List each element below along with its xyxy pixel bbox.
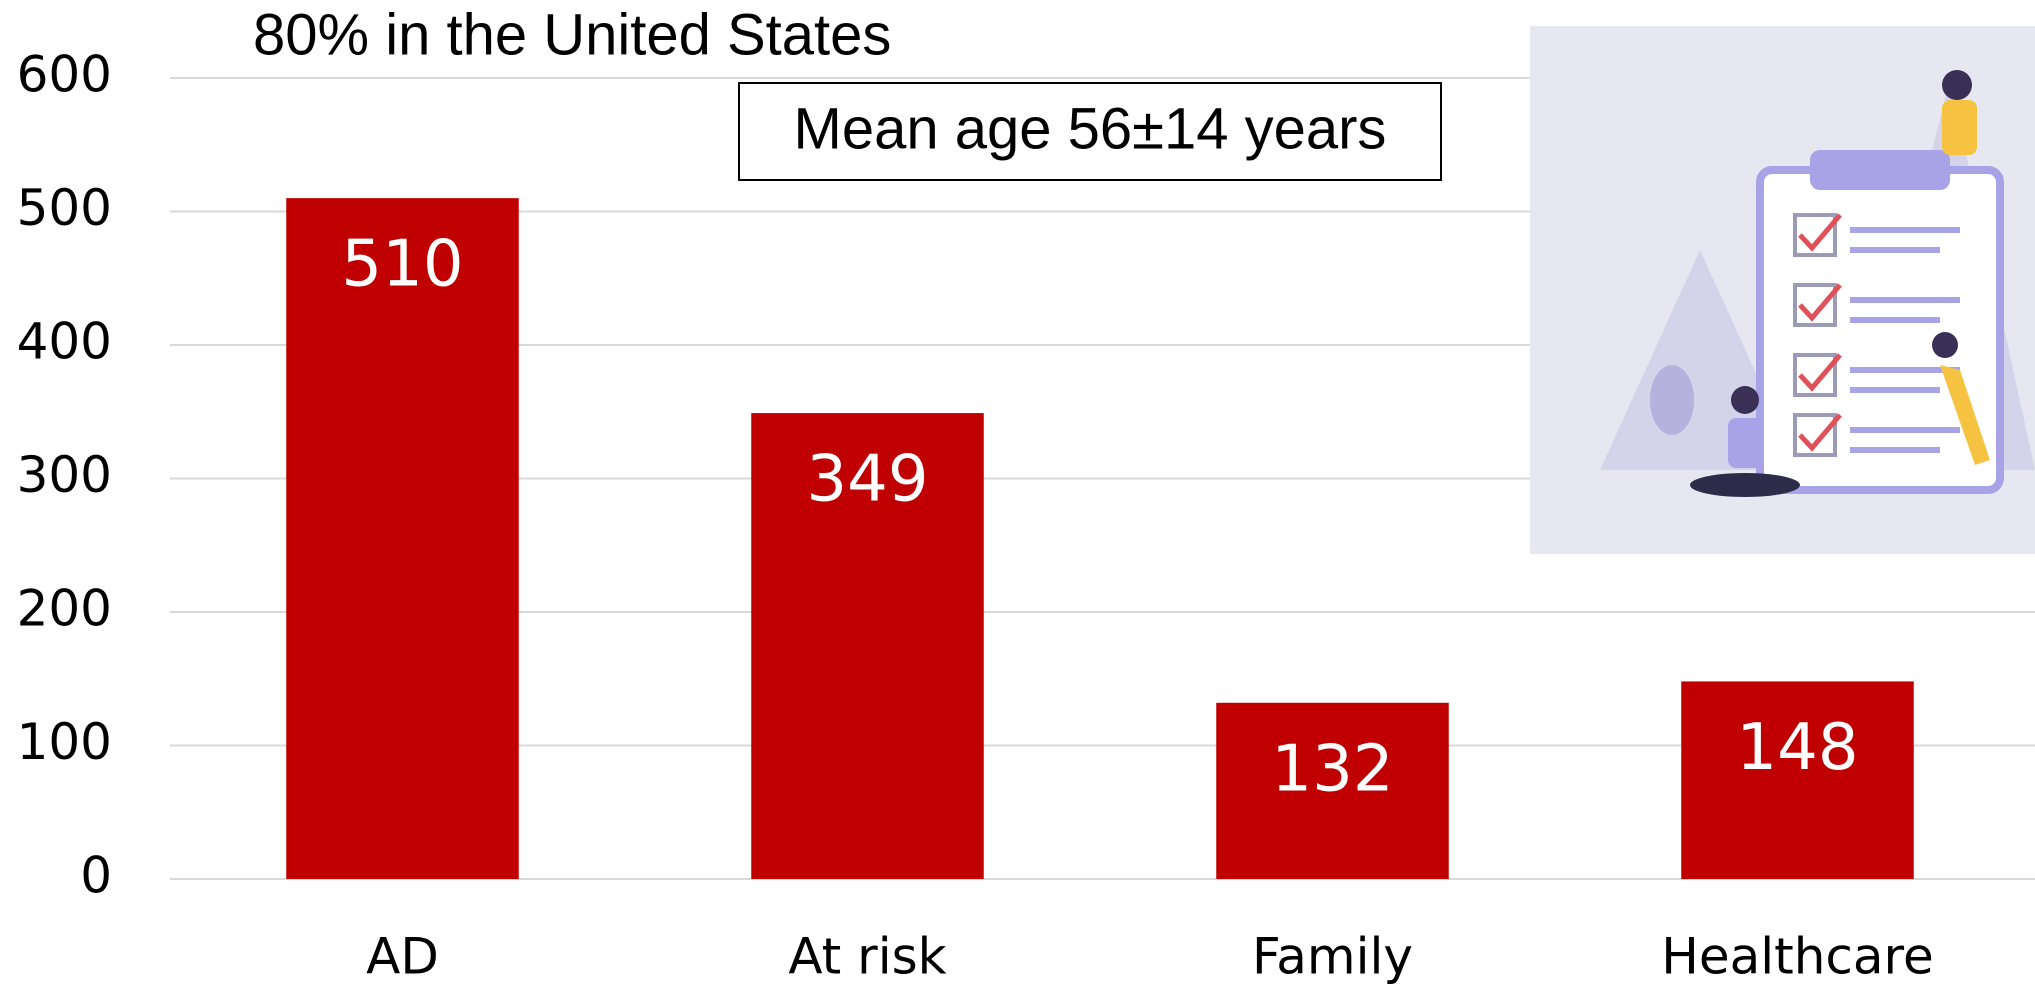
data-label: 510 <box>341 228 463 302</box>
annotation: 80% in the United States <box>253 2 891 67</box>
y-tick-label: 200 <box>17 580 112 638</box>
data-label: 132 <box>1271 732 1393 806</box>
y-tick-label: 600 <box>17 46 112 104</box>
y-tick-label: 0 <box>80 847 112 905</box>
x-tick-label: AD <box>366 928 439 986</box>
bar <box>751 413 984 879</box>
illustration <box>1530 26 2035 554</box>
y-tick-label: 400 <box>17 313 112 371</box>
annotation: Mean age 56±14 years <box>794 96 1387 161</box>
x-tick-label: Healthcare <box>1661 928 1934 986</box>
bar <box>1216 702 1449 879</box>
x-tick-label: At risk <box>788 928 946 986</box>
y-tick-label: 300 <box>17 446 112 504</box>
y-tick-label: 100 <box>17 713 112 771</box>
y-tick-label: 500 <box>17 179 112 237</box>
annotation-box <box>738 82 1442 181</box>
x-tick-label: Family <box>1252 928 1413 986</box>
data-label: 349 <box>806 443 928 517</box>
bar <box>1681 681 1914 879</box>
bar <box>286 198 519 879</box>
data-label: 148 <box>1736 711 1858 785</box>
